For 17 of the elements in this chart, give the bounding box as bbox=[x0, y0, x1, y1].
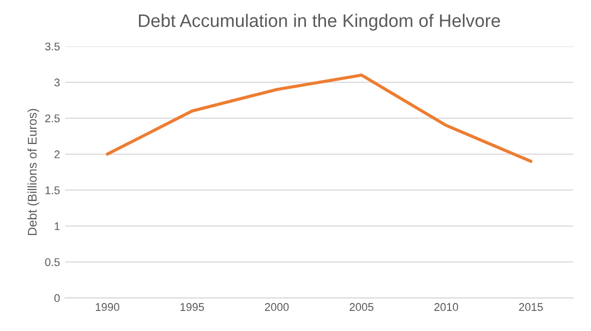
y-tick-label: 0 bbox=[54, 294, 60, 302]
x-tick-label: 1990 bbox=[96, 303, 120, 311]
y-tick-label: 2 bbox=[54, 150, 60, 158]
y-axis-title: Debt (Billions of Euros) bbox=[27, 108, 40, 236]
x-tick-label: 1995 bbox=[180, 303, 204, 311]
y-tick-label: 1 bbox=[54, 222, 60, 230]
x-tick-label: 2000 bbox=[264, 303, 289, 311]
y-tick-label: 3 bbox=[54, 78, 60, 86]
y-tick-label: 1.5 bbox=[46, 186, 60, 194]
chart-title: Debt Accumulation in the Kingdom of Helvore bbox=[138, 14, 500, 31]
y-tick-label: 0.5 bbox=[45, 258, 60, 266]
x-tick-label: 2005 bbox=[350, 303, 374, 311]
x-tick-label: 2015 bbox=[519, 303, 543, 311]
line-series bbox=[106, 74, 532, 163]
x-tick-label: 2010 bbox=[434, 303, 458, 311]
y-tick-label: 2.5 bbox=[45, 114, 60, 122]
y-tick-label: 3.5 bbox=[45, 42, 60, 50]
